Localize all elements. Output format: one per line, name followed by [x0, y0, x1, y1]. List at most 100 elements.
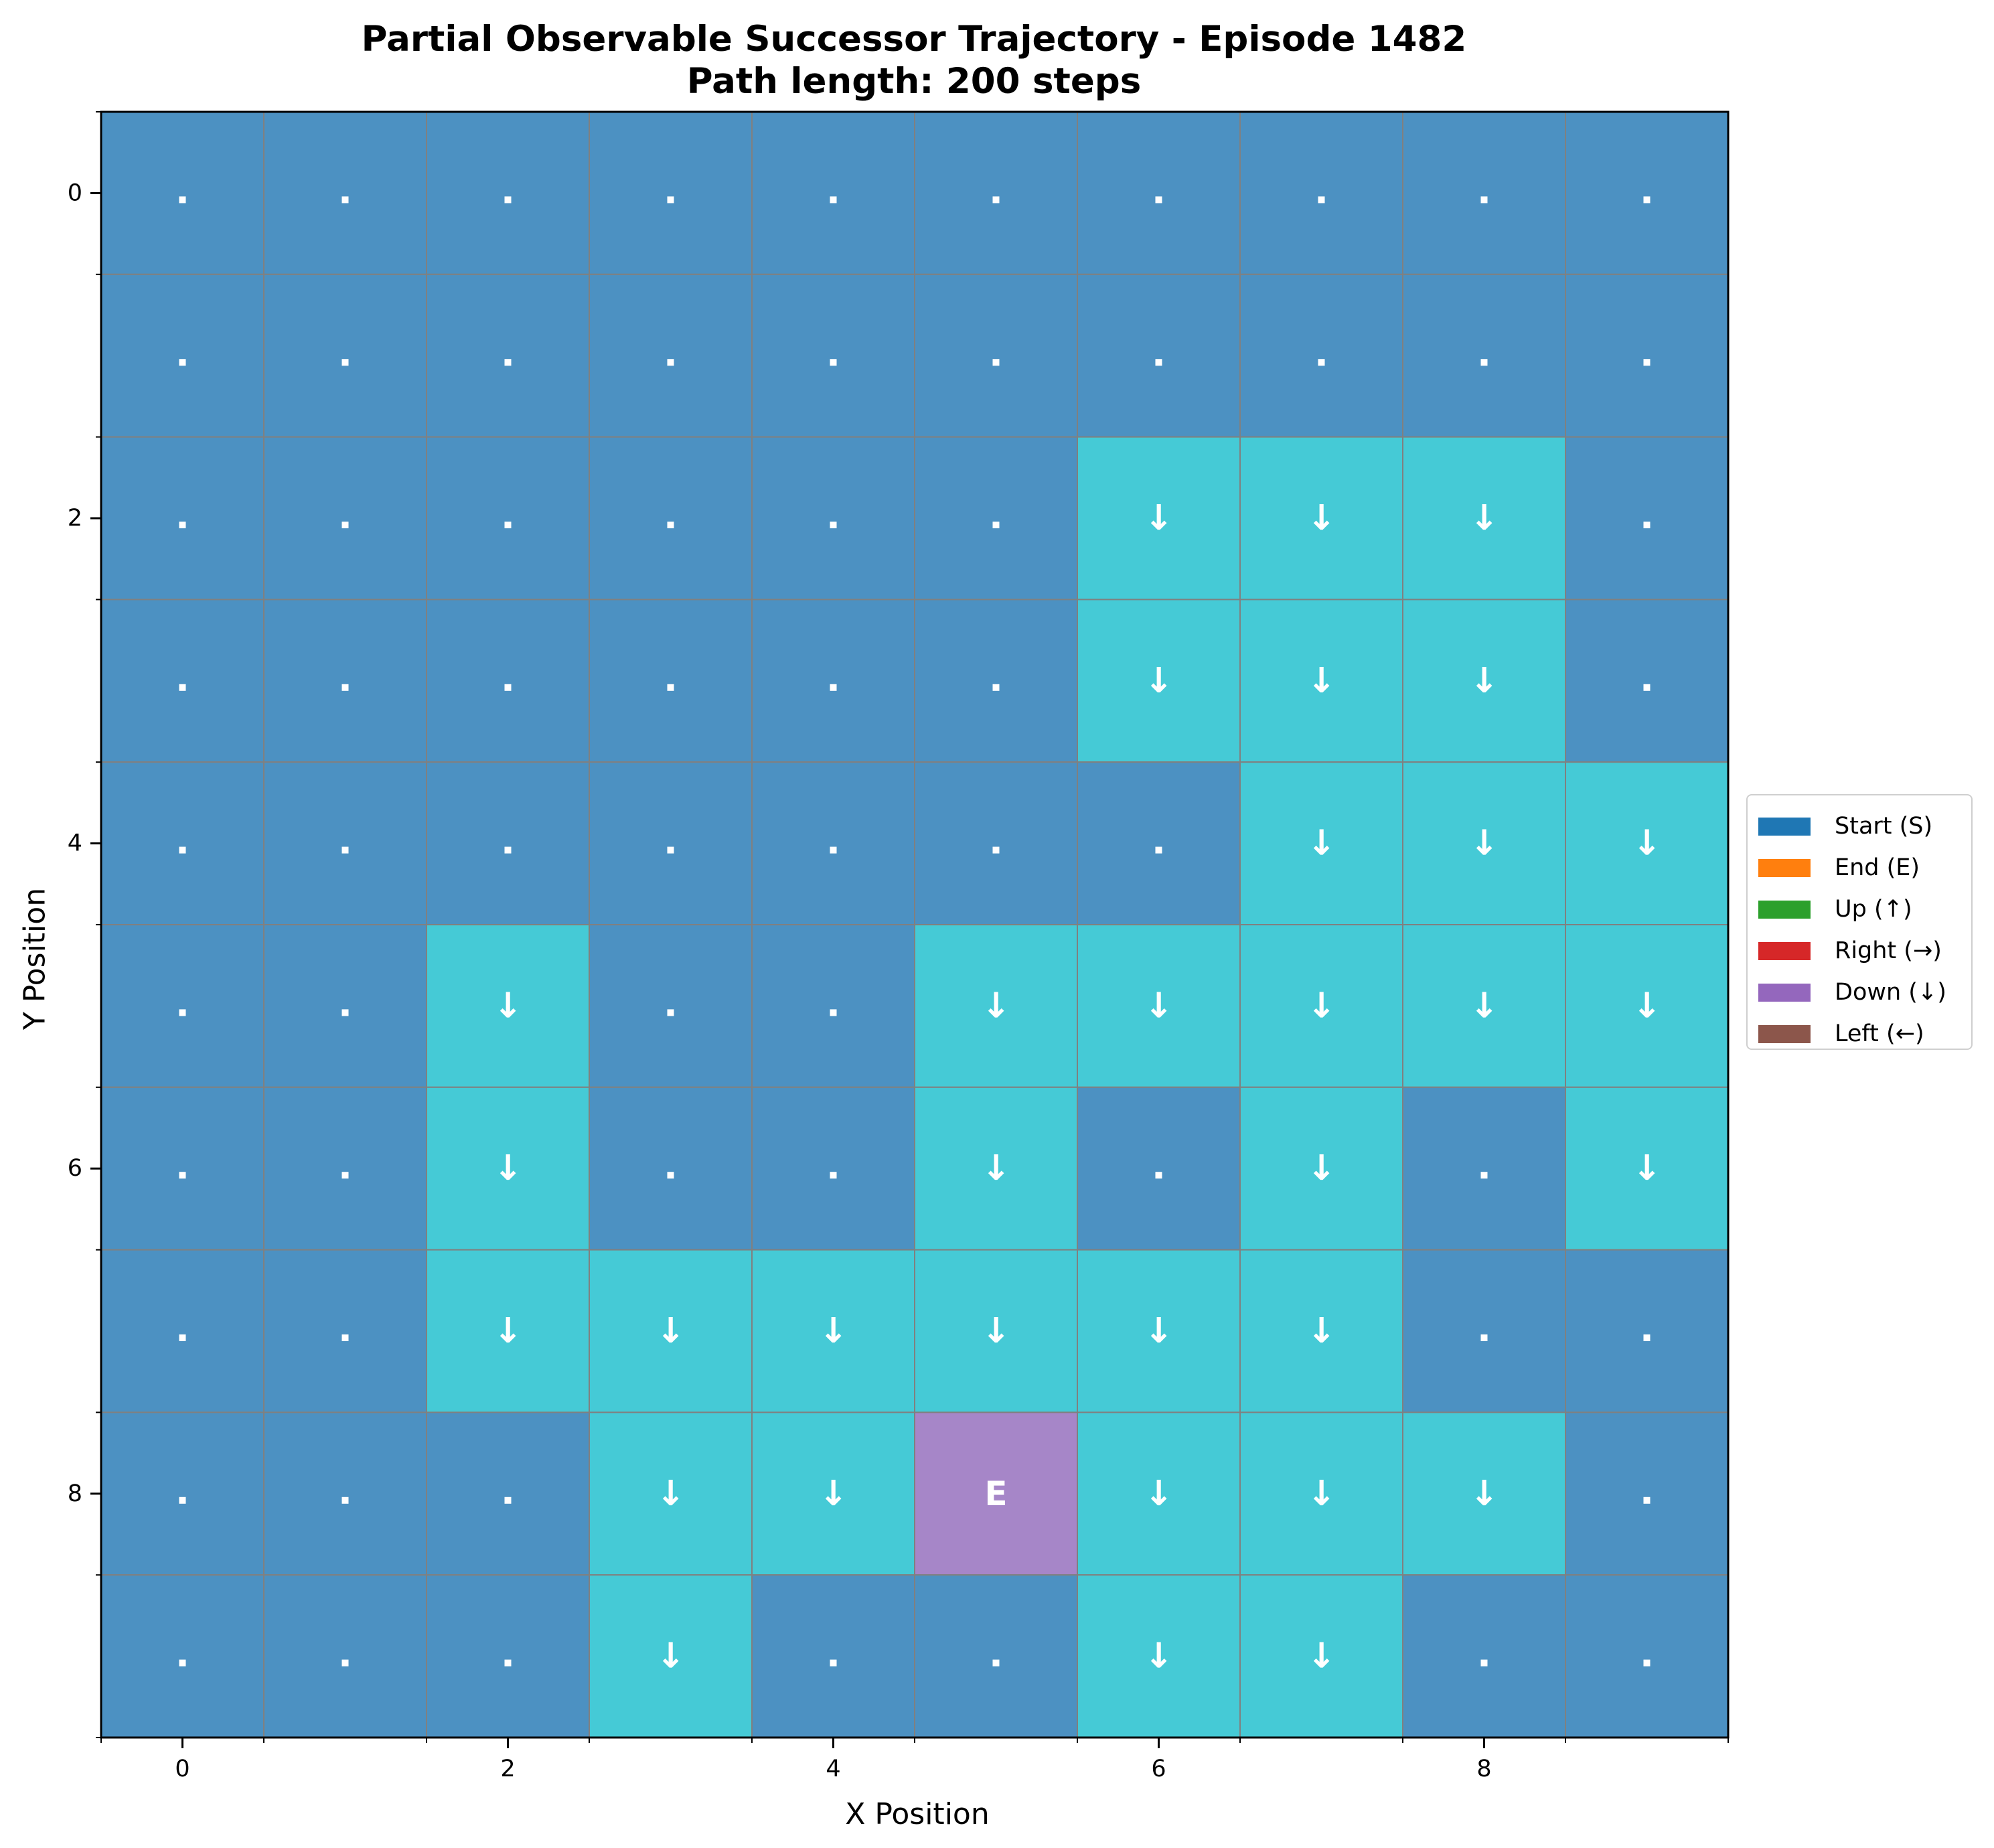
down-arrow-marker: ↓ [819, 1311, 848, 1351]
empty-cell-dot [504, 1496, 512, 1504]
grid-cell [263, 436, 427, 601]
x-tick-label: 4 [826, 1756, 840, 1782]
grid-cell [1565, 111, 1729, 275]
empty-cell-dot [667, 522, 674, 528]
grid-cell [751, 436, 915, 601]
grid-cell [914, 436, 1078, 601]
grid-cell [263, 924, 427, 1088]
empty-cell-dot [341, 196, 349, 204]
empty-cell-dot [992, 846, 1000, 854]
down-arrow-marker: ↓ [1307, 1474, 1336, 1514]
grid-cell [1565, 273, 1729, 438]
grid-cell [589, 436, 753, 601]
chart-title: Partial Observable Successor Trajectory … [361, 19, 1467, 60]
grid-cell [1565, 599, 1729, 763]
down-arrow-marker: ↓ [1632, 986, 1662, 1026]
grid-cell [1239, 1249, 1403, 1413]
empty-cell-dot [1480, 1172, 1488, 1179]
down-arrow-marker: ↓ [656, 1311, 686, 1351]
grid-cell [263, 1249, 427, 1413]
grid-cell [1077, 924, 1241, 1088]
y-tick-label: 0 [68, 179, 82, 206]
down-arrow-marker: ↓ [493, 986, 523, 1026]
empty-cell-dot [830, 196, 837, 204]
y-tick-label: 2 [68, 505, 82, 532]
cell-markers: ↓ ↓ ↓ ↓ ↓ ↓ ↓ ↓ ↓ ↓ ↓ ↓ ↓ ↓ ↓ ↓ ↓ ↓ ↓ ↓ ↓ ↓ ↓ ↓ ↓ ↓ ↓ E ↓ ↓ ↓ ↓ ↓ ↓ [179, 196, 1662, 1677]
legend-swatch-start [1758, 817, 1811, 836]
down-arrow-marker: ↓ [982, 986, 1011, 1026]
grid-cell [1565, 1249, 1729, 1413]
empty-cell-dot [830, 846, 837, 854]
y-tick-label: 6 [68, 1155, 82, 1182]
grid-cell [1239, 273, 1403, 438]
empty-cell-dot [179, 1659, 186, 1667]
down-arrow-marker: ↓ [982, 1148, 1011, 1188]
down-arrow-marker: ↓ [1144, 498, 1174, 538]
legend-swatch-down [1758, 983, 1811, 1002]
grid-cell [426, 436, 590, 601]
empty-cell-dot [1318, 196, 1325, 204]
grid-cell [589, 273, 753, 438]
grid-cell [1239, 1574, 1403, 1738]
empty-cell-dot [504, 684, 512, 691]
empty-cell-dot [179, 1334, 186, 1341]
grid-cell [426, 1574, 590, 1738]
down-arrow-marker: ↓ [1470, 824, 1499, 864]
grid-cell [426, 1411, 590, 1576]
empty-cell-dot [504, 359, 512, 366]
empty-cell-dot [341, 1496, 349, 1504]
down-arrow-marker: ↓ [656, 1474, 686, 1514]
grid-cell [1239, 111, 1403, 275]
empty-cell-dot [179, 522, 186, 528]
empty-cell-dot [1643, 684, 1651, 691]
grid-cell [426, 111, 590, 275]
grid-cell [589, 111, 753, 275]
grid-cell [263, 1086, 427, 1251]
down-arrow-marker: ↓ [1632, 824, 1662, 864]
down-arrow-marker: ↓ [1307, 1148, 1336, 1188]
grid-cell [1077, 599, 1241, 763]
down-arrow-marker: ↓ [1470, 498, 1499, 538]
empty-cell-dot [830, 1009, 837, 1016]
empty-cell-dot [1480, 196, 1488, 204]
grid-cell [263, 599, 427, 763]
grid-cell [914, 1574, 1078, 1738]
grid-cell [751, 924, 915, 1088]
empty-cell-dot [992, 684, 1000, 691]
down-arrow-marker: ↓ [493, 1311, 523, 1351]
grid-cell [914, 273, 1078, 438]
empty-cell-dot [504, 522, 512, 528]
empty-cell-dot [1480, 1334, 1488, 1341]
legend-label-start: Start (S) [1835, 813, 1933, 840]
legend-label-down: Down (↓) [1835, 979, 1946, 1006]
grid-cell [263, 1574, 427, 1738]
x-tick-label: 8 [1476, 1756, 1491, 1782]
grid-cell [263, 273, 427, 438]
legend-swatch-left [1758, 1024, 1811, 1043]
empty-cell-dot [179, 359, 186, 366]
grid-cell [914, 1086, 1078, 1251]
grid-cell [1239, 1411, 1403, 1576]
grid-cell [1565, 1574, 1729, 1738]
down-arrow-marker: ↓ [1307, 986, 1336, 1026]
grid-cell [589, 1086, 753, 1251]
grid-cell [914, 1411, 1078, 1576]
grid-cell [1239, 1086, 1403, 1251]
grid-cell [1565, 1411, 1729, 1576]
end-marker: E [984, 1474, 1007, 1513]
grid-cell [1402, 599, 1566, 763]
grid-cell [100, 1249, 264, 1413]
legend-swatch-end [1758, 858, 1811, 877]
empty-cell-dot [341, 1659, 349, 1667]
grid-cell [1565, 761, 1729, 925]
grid-cell [914, 924, 1078, 1088]
empty-cell-dot [1643, 1659, 1651, 1667]
empty-cell-dot [830, 684, 837, 691]
empty-cell-dot [341, 1172, 349, 1179]
empty-cell-dot [179, 1172, 186, 1179]
grid-cell [751, 599, 915, 763]
grid-cell [1077, 1574, 1241, 1738]
empty-cell-dot [667, 359, 674, 366]
grid-cell [1402, 1249, 1566, 1413]
